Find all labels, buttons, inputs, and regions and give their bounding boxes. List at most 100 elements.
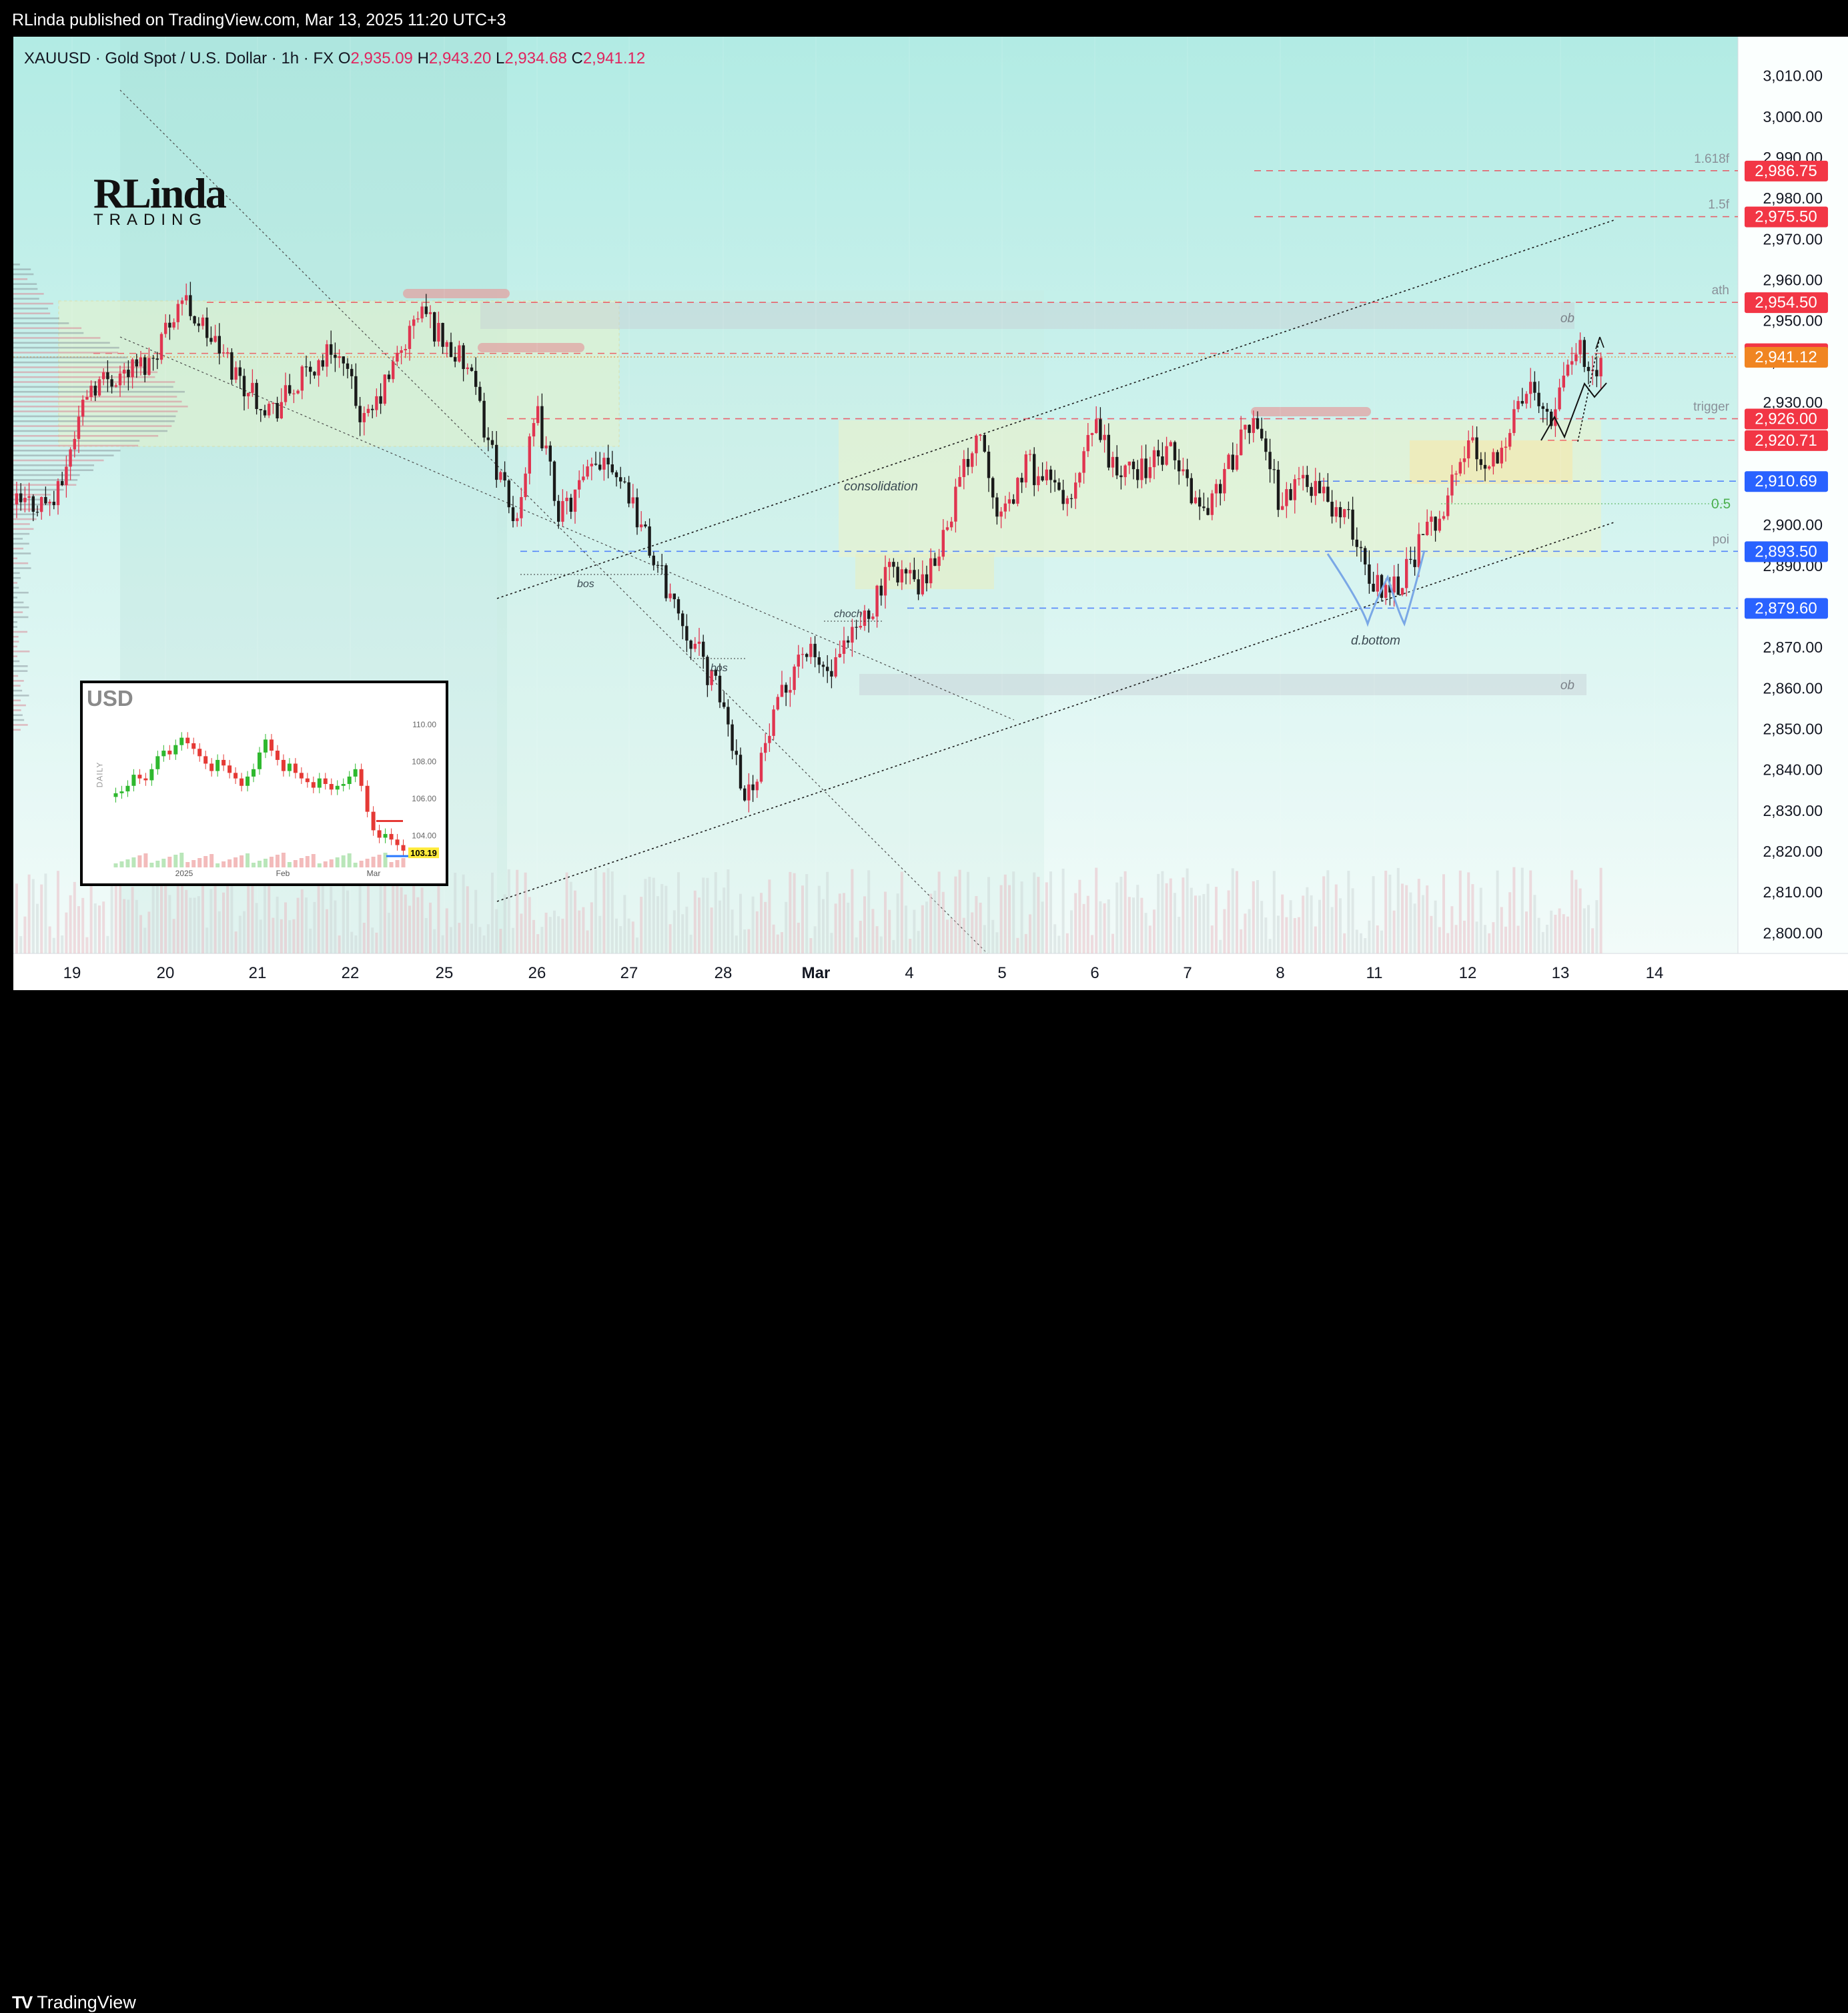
candle-body [999, 511, 1003, 517]
volume-bar [189, 897, 192, 953]
price-tick-label: 2,840.00 [1763, 761, 1823, 779]
candle-body [392, 361, 395, 380]
inset-candle [293, 763, 298, 773]
candle-body [201, 317, 205, 326]
inset-volume-bar [197, 858, 202, 867]
volume-bar [226, 870, 229, 953]
volume-bar [1392, 910, 1396, 953]
candle-body [1471, 437, 1474, 441]
volume-bar [48, 926, 51, 953]
volume-bar [1119, 877, 1123, 953]
candle-body [966, 458, 970, 467]
volume-bar [160, 885, 163, 953]
candle-body [1562, 375, 1565, 388]
volume-bar [1388, 874, 1392, 953]
inset-candle [323, 778, 328, 784]
volume-bar [594, 869, 597, 953]
candle-body [143, 357, 147, 375]
candle-body [1413, 559, 1416, 567]
profile-bar [13, 327, 82, 330]
candle-body [789, 690, 792, 693]
volume-bar [1405, 885, 1408, 953]
candle-body [1131, 461, 1135, 470]
candle-body [334, 354, 337, 358]
candle-body [486, 437, 490, 440]
volume-bar [433, 929, 436, 953]
candle-body [396, 352, 399, 362]
candle-body [272, 403, 275, 404]
volume-bar [264, 867, 266, 953]
profile-bar [13, 371, 158, 374]
volume-bar [404, 894, 407, 953]
volume-bar [569, 881, 572, 953]
level-note: ath [1712, 284, 1729, 298]
candle-body [933, 558, 937, 566]
volume-bar [40, 884, 43, 953]
candle-body [1115, 456, 1119, 476]
profile-bar [13, 288, 38, 290]
volume-bar [362, 922, 366, 953]
volume-bar [205, 927, 209, 953]
profile-bar [13, 434, 159, 437]
price-tag-label: 2,975.50 [1755, 208, 1817, 226]
candle-body [358, 406, 362, 422]
inset-candle [329, 784, 334, 790]
volume-bar [1115, 882, 1119, 953]
profile-bar [13, 264, 20, 266]
candle-body [511, 507, 515, 522]
candle-body [1069, 498, 1073, 499]
candles [15, 282, 1602, 813]
volume-bar [1512, 867, 1516, 953]
candle-body [495, 444, 498, 480]
volume-bar [631, 921, 634, 953]
candle-body [826, 667, 829, 671]
volume-bar [884, 891, 887, 953]
price-tags: 2,986.752,975.502,954.502,942.002,941.12… [1745, 160, 1828, 619]
candle-body [213, 336, 217, 342]
profile-bar [13, 469, 93, 471]
candle-body [221, 352, 225, 354]
volume-bar [454, 872, 457, 953]
candle-body [1372, 583, 1375, 592]
price-tick-label: 3,000.00 [1763, 108, 1823, 125]
volume-bar [714, 872, 717, 953]
volume-bar [379, 873, 382, 953]
candle-body [520, 497, 523, 518]
candle-body [586, 466, 589, 477]
candle-body [1020, 478, 1023, 483]
candle-body [470, 367, 474, 371]
candle-body [925, 574, 929, 584]
volume-bar [1293, 917, 1296, 953]
time-tick-label: 11 [1366, 964, 1383, 982]
volume-bar [1277, 915, 1280, 953]
candle-body [247, 392, 250, 396]
candle-body [731, 724, 734, 751]
ob-label: ob [1560, 312, 1574, 326]
volume-bar [979, 902, 982, 953]
candle-body [1007, 499, 1011, 504]
candle-body [1368, 564, 1371, 584]
candle-body [714, 669, 717, 676]
price-tick-label: 2,850.00 [1763, 721, 1823, 738]
volume-bar [776, 934, 779, 953]
tradingview-logo[interactable]: TV TradingView [12, 1992, 136, 2013]
candle-body [900, 569, 903, 582]
candle-body [723, 702, 726, 707]
candle-body [259, 409, 262, 410]
price-tag [1745, 408, 1828, 430]
candle-body [950, 521, 953, 528]
candle-body [155, 358, 159, 360]
volume-bar [950, 917, 953, 953]
candle-body [1086, 434, 1089, 452]
volume-bar [151, 876, 155, 953]
volume-bar [23, 916, 27, 953]
profile-bar [13, 528, 34, 530]
profile-bar [13, 450, 121, 452]
volume-bar [1587, 905, 1590, 953]
volume-bar [1599, 867, 1602, 953]
price-tag-label: 2,879.60 [1755, 599, 1817, 617]
time-tick-label: 21 [249, 964, 267, 982]
volume-bar [1256, 879, 1259, 953]
volume-bar [1537, 917, 1540, 953]
volume-bar [81, 897, 85, 953]
